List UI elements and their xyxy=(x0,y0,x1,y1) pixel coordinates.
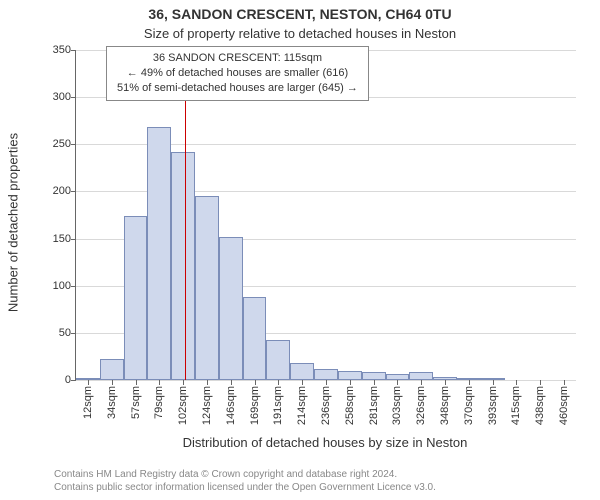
x-tick-mark xyxy=(421,380,422,385)
x-tick-label: 34sqm xyxy=(106,386,118,419)
histogram-bar xyxy=(100,359,124,380)
x-tick-label: 393sqm xyxy=(487,386,499,425)
y-tick-mark xyxy=(71,380,76,381)
x-tick-mark xyxy=(183,380,184,385)
property-size-chart: 36, SANDON CRESCENT, NESTON, CH64 0TU Si… xyxy=(0,0,600,500)
histogram-bar xyxy=(219,237,243,380)
x-tick-mark xyxy=(112,380,113,385)
x-tick-label: 370sqm xyxy=(463,386,475,425)
y-tick-label: 150 xyxy=(53,233,71,245)
y-tick-mark xyxy=(71,333,76,334)
x-tick-mark xyxy=(445,380,446,385)
histogram-bar xyxy=(243,297,267,380)
x-tick-mark xyxy=(350,380,351,385)
x-tick-label: 326sqm xyxy=(415,386,427,425)
chart-title: 36, SANDON CRESCENT, NESTON, CH64 0TU xyxy=(0,6,600,22)
x-tick-mark xyxy=(278,380,279,385)
x-tick-mark xyxy=(397,380,398,385)
y-tick-mark xyxy=(71,191,76,192)
y-tick-mark xyxy=(71,144,76,145)
x-tick-label: 348sqm xyxy=(439,386,451,425)
x-tick-label: 57sqm xyxy=(130,386,142,419)
histogram-bar xyxy=(409,372,433,380)
x-tick-label: 191sqm xyxy=(272,386,284,425)
annotation-line-1: 36 SANDON CRESCENT: 115sqm xyxy=(117,51,358,66)
footer-line-1: Contains HM Land Registry data © Crown c… xyxy=(54,468,436,481)
y-tick-mark xyxy=(71,239,76,240)
x-tick-mark xyxy=(374,380,375,385)
x-tick-label: 12sqm xyxy=(82,386,94,419)
x-tick-label: 460sqm xyxy=(558,386,570,425)
histogram-bar xyxy=(124,216,148,380)
y-tick-mark xyxy=(71,50,76,51)
x-tick-label: 303sqm xyxy=(391,386,403,425)
x-tick-mark xyxy=(564,380,565,385)
footer-line-2: Contains public sector information licen… xyxy=(54,481,436,494)
x-tick-label: 236sqm xyxy=(320,386,332,425)
annotation-line-3: 51% of semi-detached houses are larger (… xyxy=(117,81,358,96)
histogram-bar xyxy=(171,152,195,380)
x-tick-label: 124sqm xyxy=(201,386,213,425)
histogram-bar xyxy=(290,363,314,380)
annotation-box: 36 SANDON CRESCENT: 115sqm ← 49% of deta… xyxy=(106,46,369,101)
histogram-bar xyxy=(266,340,290,380)
y-tick-label: 100 xyxy=(53,280,71,292)
chart-subtitle: Size of property relative to detached ho… xyxy=(0,26,600,41)
x-tick-mark xyxy=(231,380,232,385)
y-tick-label: 300 xyxy=(53,91,71,103)
x-tick-mark xyxy=(493,380,494,385)
x-tick-mark xyxy=(326,380,327,385)
x-tick-mark xyxy=(159,380,160,385)
histogram-bar xyxy=(195,196,219,380)
x-tick-label: 258sqm xyxy=(344,386,356,425)
x-tick-mark xyxy=(88,380,89,385)
x-tick-label: 102sqm xyxy=(177,386,189,425)
x-tick-label: 79sqm xyxy=(153,386,165,419)
x-tick-label: 415sqm xyxy=(510,386,522,425)
x-tick-label: 214sqm xyxy=(296,386,308,425)
y-tick-mark xyxy=(71,97,76,98)
x-tick-mark xyxy=(540,380,541,385)
annotation-line-2: ← 49% of detached houses are smaller (61… xyxy=(117,66,358,81)
x-tick-mark xyxy=(255,380,256,385)
chart-footer: Contains HM Land Registry data © Crown c… xyxy=(54,468,436,494)
y-tick-mark xyxy=(71,286,76,287)
y-tick-label: 0 xyxy=(65,374,71,386)
y-tick-label: 50 xyxy=(59,327,71,339)
x-tick-label: 169sqm xyxy=(249,386,261,425)
x-tick-mark xyxy=(136,380,137,385)
x-axis-title: Distribution of detached houses by size … xyxy=(75,435,575,450)
y-axis-title: Number of detached properties xyxy=(6,58,21,388)
x-tick-label: 438sqm xyxy=(534,386,546,425)
x-tick-label: 146sqm xyxy=(225,386,237,425)
x-tick-label: 281sqm xyxy=(368,386,380,425)
y-tick-label: 250 xyxy=(53,138,71,150)
y-tick-label: 350 xyxy=(53,44,71,56)
histogram-bar xyxy=(147,127,171,380)
histogram-bar xyxy=(362,372,386,380)
histogram-bar xyxy=(338,371,362,380)
x-tick-mark xyxy=(516,380,517,385)
y-tick-label: 200 xyxy=(53,185,71,197)
histogram-bar xyxy=(314,369,338,380)
x-tick-mark xyxy=(302,380,303,385)
x-tick-mark xyxy=(469,380,470,385)
x-tick-mark xyxy=(207,380,208,385)
